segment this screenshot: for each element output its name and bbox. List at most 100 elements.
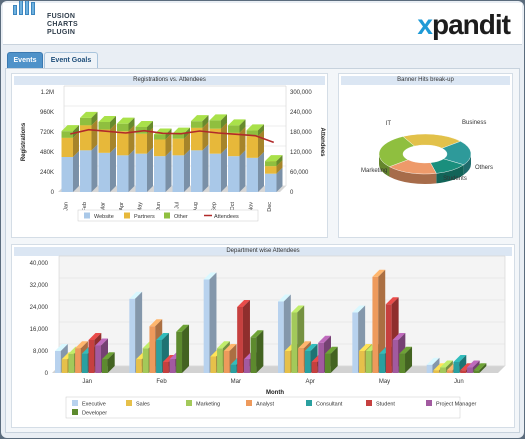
registrations-panel: Registrations vs. Attendees 0 240K 480K 720… xyxy=(11,73,328,238)
bar-other-feb xyxy=(80,111,98,126)
y2-tick-label: 240,000 xyxy=(290,110,312,116)
fusion-charts-plugin-logo: FUSION CHARTS PLUGIN xyxy=(13,1,83,41)
bar-other-dec xyxy=(265,155,283,167)
bar-consultant-jun xyxy=(453,355,467,373)
tab-event-goals[interactable]: Event Goals xyxy=(44,52,98,68)
slice-marketing xyxy=(378,136,415,167)
bar-website-oct xyxy=(228,150,246,192)
bar-website-apr xyxy=(117,149,135,192)
attendees-line xyxy=(70,128,275,144)
bar-analyst-may xyxy=(372,269,386,373)
y-axis-title: Registrations xyxy=(21,122,27,161)
legend-label-sales: Sales xyxy=(136,402,150,408)
legend-swatch-student xyxy=(366,400,372,406)
legend-swatch-other xyxy=(164,212,170,219)
y2-tick-label: 60,000 xyxy=(290,170,309,176)
legend-swatch-sales xyxy=(126,400,132,406)
y-tick-label: 480K xyxy=(40,150,54,156)
x-axis-title: Month xyxy=(266,390,284,396)
y2-tick-label: 180,000 xyxy=(290,130,312,136)
bar-website-feb xyxy=(80,144,98,192)
x-tick-label: Jan xyxy=(82,379,92,385)
y2-axis-title: Attendees xyxy=(319,127,325,157)
legend-label-student: Student xyxy=(376,402,395,408)
bar-website-jul xyxy=(172,149,190,192)
y-tick-label: 0 xyxy=(51,190,55,196)
slice-side-others xyxy=(436,164,464,184)
bar-other-sep xyxy=(209,114,227,129)
legend-label-analyst: Analyst xyxy=(256,402,275,408)
legend-swatch-marketing xyxy=(186,400,192,406)
bar-executive-mar xyxy=(203,272,217,373)
slice-label-business: Business xyxy=(462,120,486,126)
bar-website-nov xyxy=(246,151,264,192)
banner-hits-chart-title: Banner Hits break-up xyxy=(341,76,510,85)
y-tick-label: 240K xyxy=(40,170,54,176)
x-tick-label: Sep xyxy=(211,202,217,212)
legend-swatch-executive xyxy=(72,400,78,406)
x-tick-label: Mar xyxy=(100,202,106,212)
y-tick-label: 16,000 xyxy=(30,327,49,333)
y-tick-label: 40,000 xyxy=(30,261,49,267)
tab-events[interactable]: Events xyxy=(7,52,43,68)
y-tick-label: 8,000 xyxy=(33,349,49,355)
y2-tick-label: 120,000 xyxy=(290,150,312,156)
legend-swatch-project-manager xyxy=(426,400,432,406)
bar-developer-jun xyxy=(473,363,487,373)
bar-other-aug xyxy=(191,115,209,128)
header: FUSION CHARTS PLUGIN xpandit xyxy=(3,1,522,45)
legend-label-developer: Developer xyxy=(82,411,107,417)
legend-label-attendees: Attendees xyxy=(214,214,239,220)
bar-website-sep xyxy=(209,147,227,192)
x-tick-label: Apr xyxy=(119,202,125,211)
bar-other-jan xyxy=(61,125,79,138)
x-tick-label: Oct xyxy=(230,202,236,211)
x-tick-label: Aug xyxy=(193,202,199,212)
x-tick-label: Nov xyxy=(248,202,254,212)
x-tick-label: May xyxy=(137,202,143,213)
banner-hits-chart: IT Business Others Students Marketing xyxy=(361,120,493,184)
legend-label-executive: Executive xyxy=(82,402,106,408)
banner-hits-panel: Banner Hits break-up IT Business Others Stu… xyxy=(338,73,513,238)
bar-other-mar xyxy=(98,116,116,130)
y-tick-label: 720K xyxy=(40,130,54,136)
bar-executive-feb xyxy=(129,291,143,373)
department-chart-title: Department wise Attendees xyxy=(14,247,512,256)
xpandit-logo-text: pandit xyxy=(432,9,511,40)
legend-label-marketing: Marketing xyxy=(196,402,220,408)
slice-label-students: Students xyxy=(443,176,467,182)
x-tick-label: May xyxy=(379,379,390,385)
dashboard-content: Registrations vs. Attendees 0 240K 480K 720… xyxy=(5,68,520,433)
x-tick-label: Jan xyxy=(63,202,69,211)
legend-swatch-developer xyxy=(72,409,78,415)
registrations-chart-title: Registrations vs. Attendees xyxy=(14,76,325,85)
bar-website-aug xyxy=(191,144,209,192)
logo-line3: PLUGIN xyxy=(47,29,76,36)
bar-developer-mar xyxy=(250,330,264,373)
x-tick-label: Feb xyxy=(82,202,88,211)
legend-swatch-partners xyxy=(124,212,130,219)
x-tick-label: Apr xyxy=(305,379,314,385)
logo-line2: CHARTS xyxy=(47,21,78,28)
registrations-chart: 0 240K 480K 720K 960K 1.2M 0 60,000 120,000 180,0… xyxy=(21,85,325,222)
y-tick-label: 1.2M xyxy=(41,90,54,96)
bar-other-oct xyxy=(228,119,246,133)
x-tick-label: Dec xyxy=(267,202,273,212)
bar-executive-jun xyxy=(426,357,440,373)
x-tick-label: Feb xyxy=(156,379,167,385)
slice-label-others: Others xyxy=(475,165,493,171)
department-panel: Department wise Attendees 0 8,000 16,000 24… xyxy=(11,244,515,428)
y-tick-label: 0 xyxy=(45,371,49,377)
xpandit-logo: xpandit xyxy=(417,9,511,40)
slice-label-marketing: Marketing xyxy=(361,168,387,174)
legend-swatch-analyst xyxy=(246,400,252,406)
y-tick-label: 960K xyxy=(40,110,54,116)
bar-website-mar xyxy=(98,146,116,192)
y2-tick-label: 300,000 xyxy=(290,90,312,96)
bar-student-mar xyxy=(237,300,250,373)
slice-label-it: IT xyxy=(386,121,392,127)
bar-website-may xyxy=(135,147,153,192)
logo-line1: FUSION xyxy=(47,13,76,20)
bar-developer-jan xyxy=(101,352,115,373)
